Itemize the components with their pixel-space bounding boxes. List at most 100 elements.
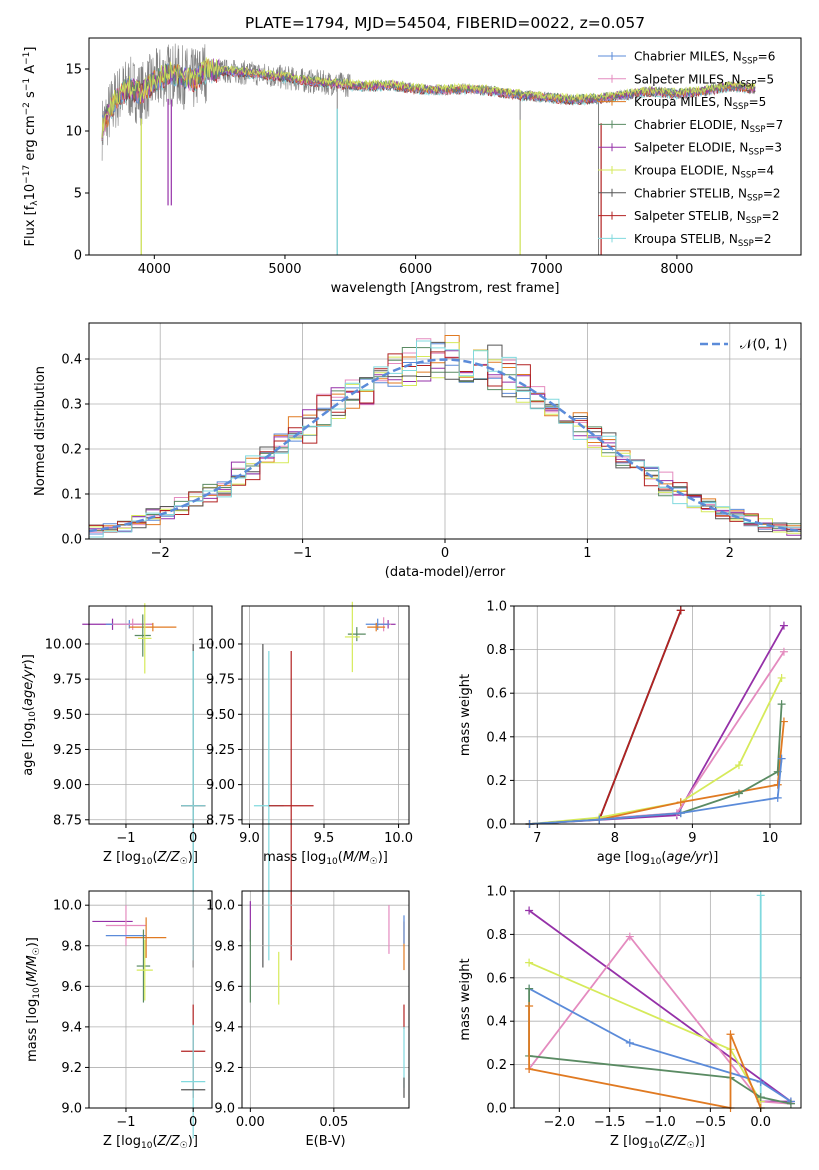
x-axis-label-part: )]	[708, 850, 718, 865]
ticks: −1 0 8.75 9.00 9.25 9.50 9.75 10.00	[45, 637, 198, 846]
y-axis-label-part: (	[25, 982, 40, 987]
plot-area	[92, 905, 206, 1139]
x-tick-label: 8000	[660, 262, 693, 277]
plot-area	[253, 601, 396, 968]
data-point	[676, 809, 685, 818]
y-tick-label: 9.2	[214, 1061, 235, 1076]
y-axis-label-part: (	[21, 706, 36, 711]
legend: 𝒩(0, 1)	[700, 338, 787, 353]
x-tick-label: 0	[441, 546, 449, 561]
series-line	[529, 625, 785, 825]
y-axis-label-part: ]	[23, 47, 38, 52]
y-tick-label: 0.6	[486, 971, 507, 986]
legend-label: Chabrier STELIB, NSSP=2	[634, 186, 781, 203]
series-line	[529, 651, 785, 825]
y-tick-label: 1.0	[486, 600, 507, 615]
errorbar-kroupa-elodie	[344, 601, 360, 673]
model-line-kroupa-elodie	[101, 57, 756, 138]
errorbar-chabrier-elodie	[136, 929, 151, 1003]
data-point	[779, 621, 788, 630]
x-axis-label-part: age/yr	[666, 850, 709, 865]
legend-entry-kroupa-elodie: Kroupa ELODIE, NSSP=4	[598, 164, 774, 181]
legend-entry-chabrier-miles: Chabrier MILES, NSSP=6	[598, 50, 775, 67]
data-point	[777, 754, 786, 763]
legend-entry-kroupa-stelib: Kroupa STELIB, NSSP=2	[598, 232, 772, 249]
y-tick-label: 9.0	[61, 1102, 82, 1117]
series-salpeter-stelib	[595, 606, 685, 824]
y-axis-label-part: M/M	[25, 955, 40, 982]
legend-label-part: Salpeter MILES, N	[634, 72, 741, 86]
y-axis-label-part: 10	[28, 711, 38, 723]
errorbar-kroupa-elodie	[138, 603, 152, 674]
y-tick-label: 9.00	[206, 778, 235, 793]
legend-label-part: SSP	[746, 216, 762, 226]
data-point	[734, 789, 743, 798]
data-point	[777, 700, 786, 709]
y-tick-label: 0.2	[486, 774, 507, 789]
x-tick-label: 0	[189, 831, 197, 846]
errorbar-kroupa-stelib	[181, 1024, 206, 1139]
y-tick-label: 9.75	[53, 673, 82, 688]
legend-label-part: SSP	[747, 193, 763, 203]
ticks: 7 8 9 10 0.0 0.2 0.4 0.6 0.8 1.0	[486, 600, 778, 847]
x-axis-label-part: (	[659, 1134, 664, 1149]
errorbar-chabrier-miles	[365, 618, 390, 630]
axes-frame	[513, 605, 802, 825]
x-tick-label: 6000	[399, 262, 432, 277]
plot-area	[525, 606, 788, 828]
panel-8: −2.0 −1.5 −1.0 −0.5 0.0 0.0 0.2 0.4 0.6 0.8 1.0 Z […	[458, 885, 802, 1151]
x-tick-label: 1	[583, 546, 591, 561]
y-axis-label-part: Flux [f	[23, 205, 38, 246]
y-axis-label-part: )]	[21, 654, 36, 664]
y-tick-label: 9.6	[61, 980, 82, 995]
series-salpeter-miles	[525, 647, 788, 828]
data-point	[525, 984, 534, 993]
y-tick-label: 8.75	[206, 813, 235, 828]
x-axis-label: Z [log10(Z/Z☉)]	[103, 1134, 198, 1151]
data-point	[595, 815, 604, 824]
ticks: −2 −1 0 1 2 0.0 0.1 0.2 0.3 0.4	[61, 353, 734, 562]
x-tick-label: 0.00	[236, 1115, 265, 1130]
series-kroupa-elodie	[525, 673, 786, 828]
data-point	[625, 932, 634, 941]
legend-label-part: Salpeter STELIB, N	[634, 209, 746, 223]
axes-frame	[241, 605, 410, 825]
legend-label-part: Salpeter ELODIE, N	[634, 141, 748, 155]
x-axis-label-part: 10	[141, 857, 153, 867]
plot-area	[525, 891, 795, 1112]
y-tick-label: 1.0	[486, 885, 507, 900]
errorbar-chabrier-elodie	[347, 627, 366, 642]
data-point	[777, 673, 786, 682]
y-tick-label: 9.25	[53, 743, 82, 758]
panel-1: 4000 5000 6000 7000 8000 0 5 10 15 PLATE=1794, MJ…	[22, 14, 802, 296]
y-tick-label: 9.75	[206, 673, 235, 688]
y-axis-label-part: erg cm	[23, 115, 38, 164]
x-axis-label-part: Z [log	[103, 1134, 141, 1149]
y-tick-label: 0	[74, 249, 82, 264]
normal-curve	[89, 358, 801, 533]
x-axis-label-part: ☉	[180, 1141, 188, 1151]
y-axis-label-part: λ	[30, 200, 40, 206]
y-tick-label: 0.0	[486, 818, 507, 833]
axes-rect	[88, 890, 213, 1109]
legend-label: 𝒩(0, 1)	[740, 338, 787, 353]
y-axis-label-part: −1	[22, 52, 32, 65]
x-axis-label-part: )]	[378, 850, 388, 865]
legend-label-part: =2	[754, 232, 772, 246]
legend-label-part: SSP	[741, 79, 757, 89]
y-tick-label: 0.2	[61, 443, 82, 458]
y-axis-label: Flux [fλ10−17 erg cm−2 s−1 A−1]	[22, 47, 40, 247]
x-axis-label-part: age [log	[597, 850, 650, 865]
y-axis-label: Normed distribution	[33, 366, 48, 496]
x-tick-label: 7000	[530, 262, 563, 277]
ticks: 0.00 0.05 9.0 9.2 9.4 9.6 9.8 10.0	[206, 899, 348, 1130]
legend-label-part: =3	[764, 141, 782, 155]
x-tick-label: −1	[116, 831, 135, 846]
x-tick-label: −1	[293, 546, 312, 561]
x-axis-label-part: M/M	[343, 850, 370, 865]
x-tick-label: −2	[151, 546, 170, 561]
x-tick-label: 2	[726, 546, 734, 561]
y-tick-label: 8.75	[53, 813, 82, 828]
